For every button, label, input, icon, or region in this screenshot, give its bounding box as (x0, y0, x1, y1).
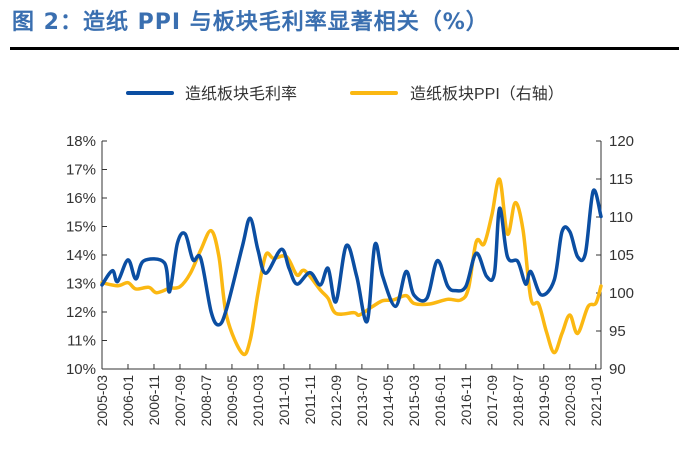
x-axis-tick-label: 2006-01 (120, 375, 136, 427)
left-axis-tick-label: 16% (66, 190, 96, 207)
x-axis-tick-label: 2011-11 (302, 375, 318, 425)
x-axis-tick-label: 2017-09 (484, 375, 500, 427)
left-axis-tick-label: 18% (66, 133, 96, 150)
left-axis-tick-label: 10% (66, 361, 96, 378)
right-axis-tick-label: 95 (609, 323, 626, 340)
series-line-ppi (100, 177, 603, 357)
x-axis-tick-label: 2015-03 (406, 375, 422, 427)
x-axis-tick-label: 2020-03 (562, 375, 578, 427)
x-axis-tick-label: 2012-09 (328, 375, 344, 427)
x-axis-tick-label: 2008-07 (198, 375, 214, 427)
figure-title: 图 2：造纸 PPI 与板块毛利率显著相关（%） (12, 10, 489, 35)
x-axis-tick-label: 2013-07 (354, 375, 370, 427)
x-axis-tick-label: 2006-11 (146, 375, 162, 426)
x-axis-tick-label: 2021-01 (588, 375, 604, 427)
title-divider (10, 47, 679, 50)
x-axis-tick-label: 2010-03 (250, 375, 266, 427)
x-axis-tick-label: 2018-07 (510, 375, 526, 427)
left-axis-tick-label: 13% (66, 276, 96, 293)
right-axis-tick-label: 120 (609, 133, 634, 150)
legend-label: 造纸板块PPI（右轴） (410, 85, 564, 103)
series-line-gross-margin (100, 188, 603, 327)
right-axis-tick-label: 100 (609, 285, 634, 302)
left-axis-tick-label: 11% (67, 333, 96, 350)
left-axis-tick-label: 14% (66, 247, 96, 264)
x-axis-tick-label: 2009-05 (224, 375, 240, 427)
x-axis-tick-label: 2007-09 (172, 375, 188, 427)
legend-label: 造纸板块毛利率 (185, 85, 297, 103)
x-axis-tick-label: 2016-11 (458, 375, 474, 426)
left-axis-tick-label: 15% (66, 219, 96, 236)
right-axis-tick-label: 115 (609, 171, 633, 188)
x-axis-tick-label: 2014-05 (380, 375, 396, 427)
right-axis-tick-label: 110 (609, 209, 633, 226)
x-axis-tick-label: 2011-01 (276, 375, 292, 426)
x-axis-tick-label: 2016-01 (432, 375, 448, 427)
left-axis-tick-label: 17% (66, 162, 96, 179)
left-axis-tick-label: 12% (66, 304, 96, 321)
right-axis-tick-label: 90 (609, 361, 626, 378)
x-axis-tick-label: 2005-03 (94, 375, 110, 427)
x-axis-tick-label: 2019-05 (536, 375, 552, 427)
right-axis-tick-label: 105 (609, 247, 634, 264)
